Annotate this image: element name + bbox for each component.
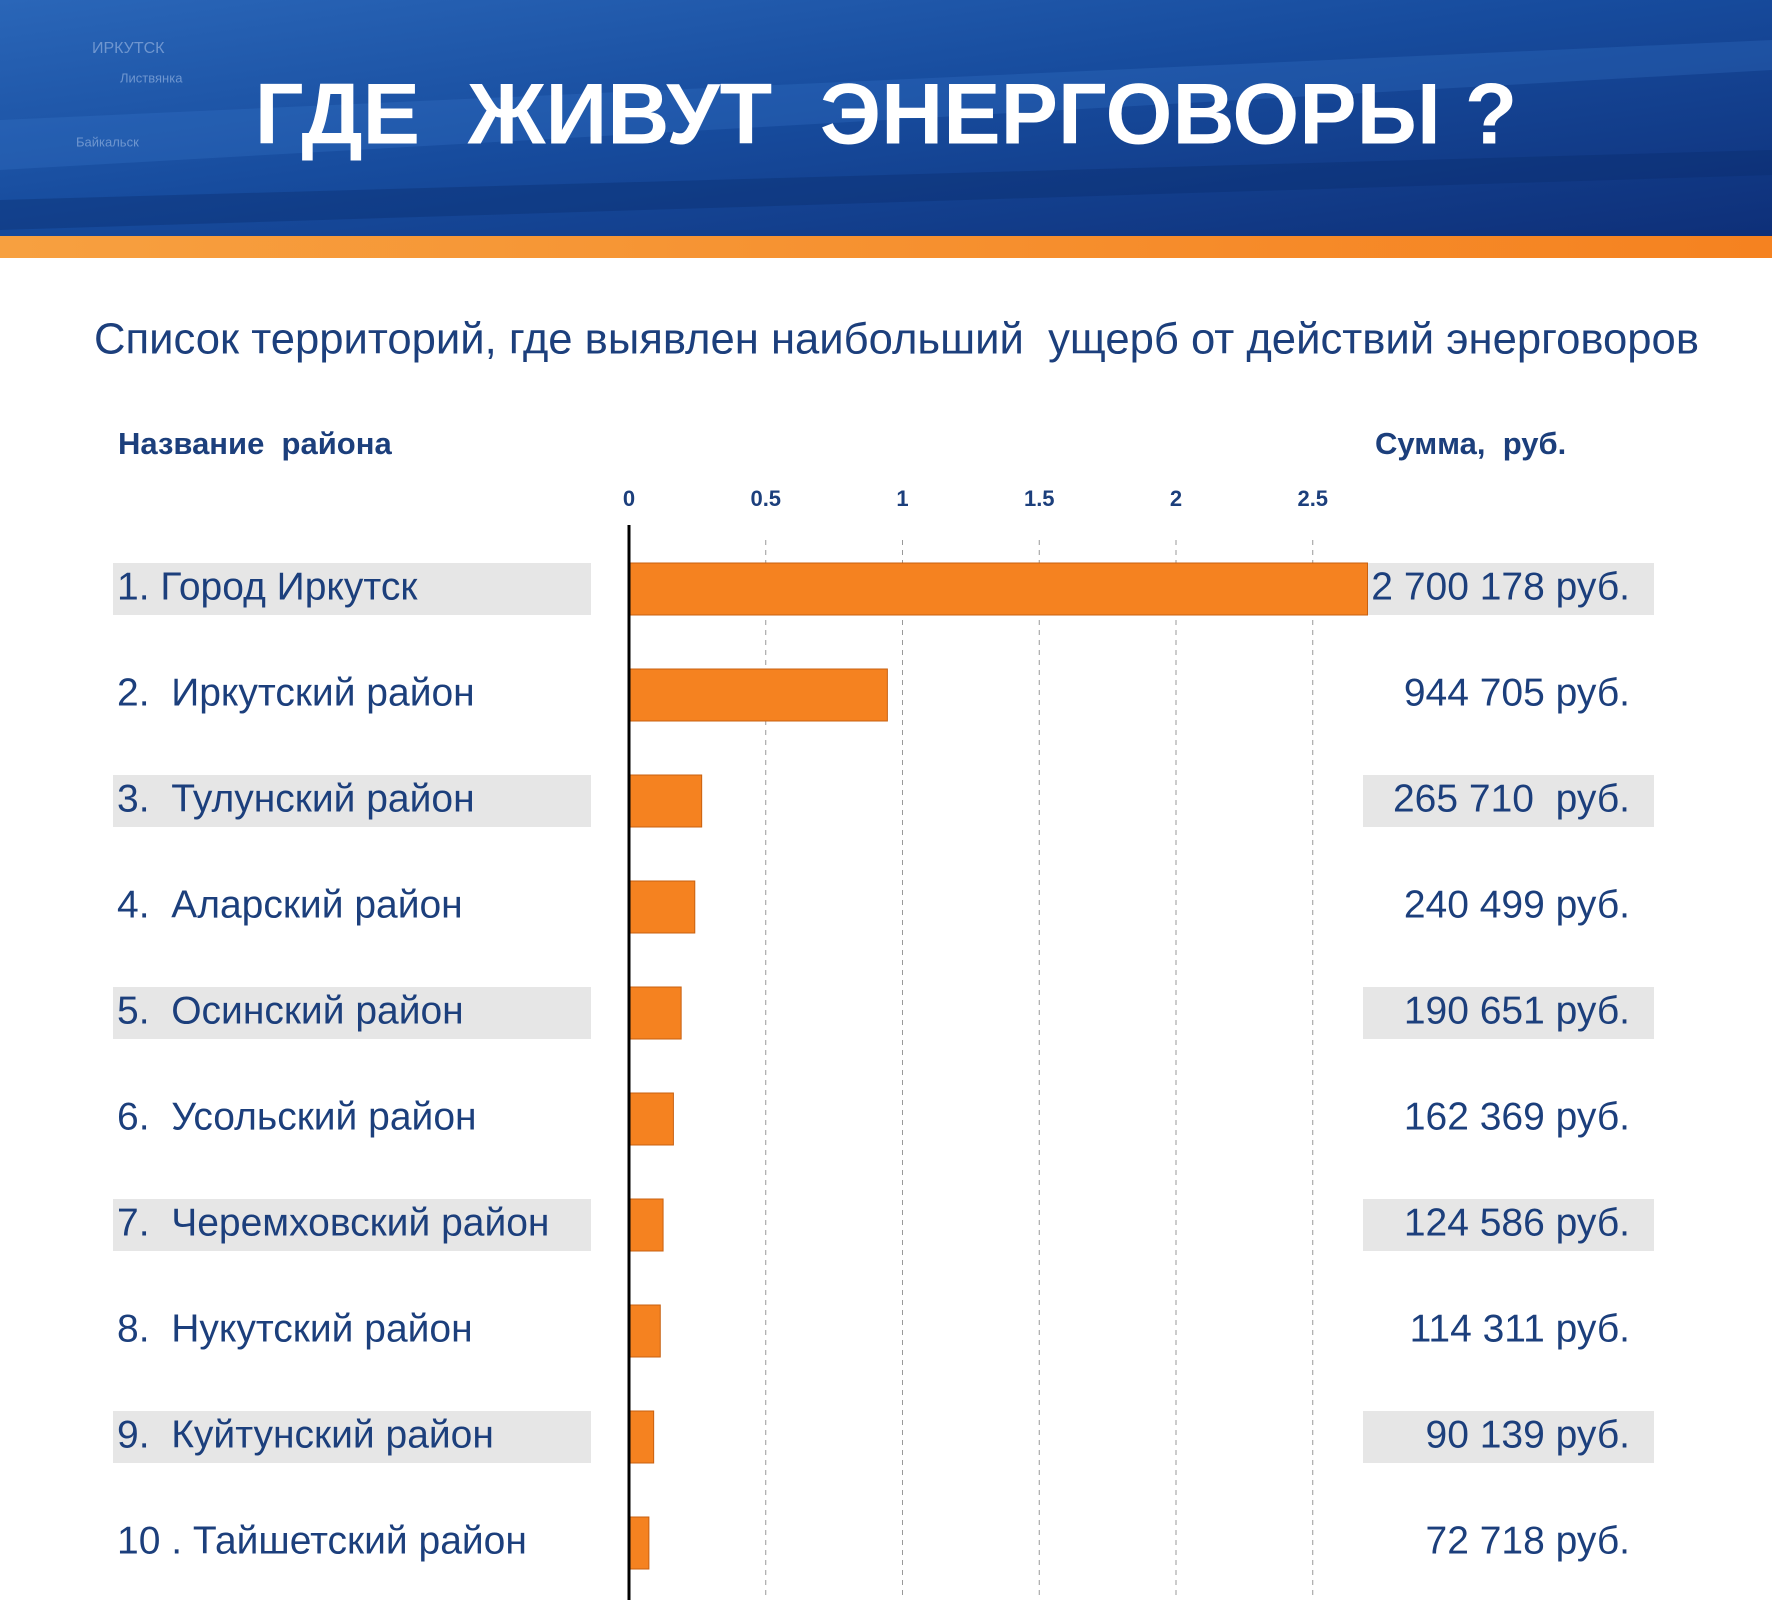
category-label: 5. Осинский район — [117, 989, 464, 1032]
value-label: 2 700 178 руб. — [1371, 565, 1630, 608]
category-label: 6. Усольский район — [117, 1095, 477, 1138]
map-label: ИРКУТСК — [92, 40, 165, 57]
value-label: 944 705 руб. — [1404, 671, 1630, 714]
value-label: 114 311 руб. — [1410, 1307, 1630, 1350]
row-stripe — [1363, 1411, 1654, 1463]
bar — [628, 1092, 674, 1146]
category-label: 1. Город Иркутск — [117, 565, 418, 608]
value-label: 72 718 руб. — [1426, 1519, 1630, 1562]
row-stripe — [1363, 1199, 1654, 1251]
category-label: 7. Черемховский район — [117, 1201, 549, 1244]
row-stripe — [113, 775, 591, 827]
row-stripe — [113, 563, 591, 615]
map-label: Листвянка — [120, 70, 183, 85]
row-stripe — [1363, 987, 1654, 1039]
value-header: Сумма, руб. — [1375, 426, 1566, 461]
chart-title: ГДЕ ЖИВУТ ЭНЕРГОВОРЫ ? — [255, 67, 1518, 163]
row-stripe — [1363, 775, 1654, 827]
value-label: 90 139 руб. — [1426, 1413, 1630, 1456]
map-label: Байкальск — [76, 134, 139, 149]
value-label: 190 651 руб. — [1404, 989, 1630, 1032]
bar — [628, 1516, 650, 1570]
bar — [628, 562, 1368, 616]
x-tick-label: 2 — [1170, 486, 1182, 511]
banner-orange-band — [0, 236, 1772, 258]
category-label: 9. Куйтунский район — [117, 1413, 494, 1456]
x-tick-label: 1.5 — [1024, 486, 1055, 511]
banner-stripe — [0, 150, 1772, 230]
category-label: 3. Тулунский район — [117, 777, 475, 820]
value-label: 240 499 руб. — [1404, 883, 1630, 926]
bar — [628, 1304, 661, 1358]
chart-subtitle: Список территорий, где выявлен наибольши… — [94, 315, 1699, 364]
x-tick-label: 0.5 — [750, 486, 781, 511]
bar — [628, 986, 682, 1040]
row-stripe — [113, 1411, 591, 1463]
bar — [628, 880, 696, 934]
value-label: 124 586 руб. — [1404, 1201, 1630, 1244]
bar — [628, 1198, 664, 1252]
banner-stripe — [0, 40, 1772, 170]
value-label: 162 369 руб. — [1404, 1095, 1630, 1138]
row-stripe — [113, 987, 591, 1039]
row-stripe — [1363, 563, 1654, 615]
category-label: 2. Иркутский район — [117, 671, 475, 714]
bar — [628, 668, 888, 722]
category-header: Название района — [118, 426, 392, 461]
x-tick-label: 1 — [896, 486, 908, 511]
x-tick-label: 2.5 — [1297, 486, 1328, 511]
x-tick-label: 0 — [623, 486, 635, 511]
category-label: 4. Аларский район — [117, 883, 463, 926]
banner — [0, 0, 1772, 240]
row-stripe — [113, 1199, 591, 1251]
value-label: 265 710 руб. — [1393, 777, 1630, 820]
category-label: 8. Нукутский район — [117, 1307, 473, 1350]
category-label: 10 . Тайшетский район — [117, 1519, 527, 1562]
bar — [628, 1410, 655, 1464]
bar — [628, 774, 703, 828]
